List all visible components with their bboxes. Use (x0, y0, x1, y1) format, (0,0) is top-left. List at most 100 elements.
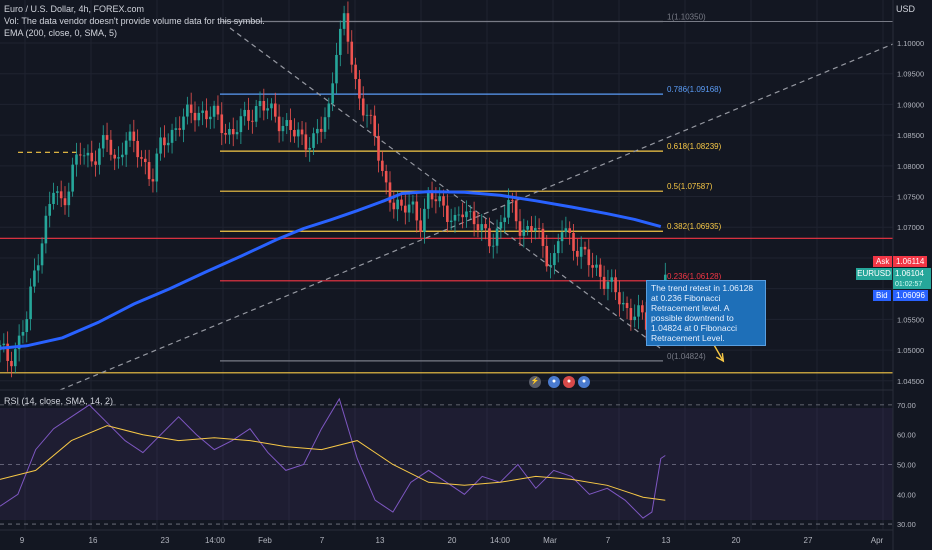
price-tick-label: 1.05000 (897, 346, 924, 355)
rsi-tick-label: 60.00 (897, 431, 916, 440)
price-tick-label: 1.09500 (897, 70, 924, 79)
candle-body (323, 117, 327, 132)
candle-body (132, 131, 136, 141)
candle-body (155, 153, 159, 182)
candle-body (90, 152, 94, 162)
candle-body (147, 162, 151, 180)
candle-body (434, 199, 438, 202)
candle-body (430, 192, 434, 200)
candle-body (537, 228, 541, 229)
currency-label: USD (896, 4, 916, 14)
candle-body (44, 215, 48, 244)
rsi-tick-label: 70.00 (897, 401, 916, 410)
bid-price: 1.06096 (893, 290, 928, 301)
ema-legend[interactable]: EMA (200, close, 0, SMA, 5) (4, 28, 118, 38)
candle-body (338, 28, 342, 55)
candle-body (59, 191, 63, 199)
ascending-trendline (59, 43, 894, 391)
candle-body (293, 130, 296, 137)
projection-arrowhead (715, 353, 725, 363)
candle-body (63, 198, 67, 206)
candle-body (94, 161, 97, 165)
candle-body (358, 79, 361, 99)
candle-body (595, 264, 598, 268)
flag-eu-icon[interactable]: ● (548, 376, 560, 388)
ask-price: 1.06114 (893, 256, 928, 267)
candle-body (381, 160, 384, 171)
candle-body (572, 232, 575, 251)
rsi-tick-label: 50.00 (897, 460, 916, 469)
candlesticks (0, 1, 667, 378)
candle-body (568, 228, 571, 233)
candle-body (266, 108, 269, 111)
candle-body (36, 265, 40, 271)
candle-body (442, 196, 445, 206)
candle-body (29, 286, 32, 320)
lightning-icon[interactable]: ⚡ (529, 376, 541, 388)
date-tick-label: Feb (258, 536, 272, 545)
rsi-legend[interactable]: RSI (14, close, SMA, 14, 2) (4, 396, 114, 406)
candle-body (78, 154, 82, 156)
candle-body (239, 116, 243, 133)
date-tick-label: 20 (448, 536, 457, 545)
candle-body (449, 220, 453, 222)
bar-countdown: 01:02:57 (893, 280, 931, 289)
candle-body (151, 179, 155, 182)
price-axis-ticks: 1.10000 1.09500 1.09000 1.08500 1.08000 1.075… (897, 39, 924, 386)
candle-body (587, 249, 591, 266)
candle-body (457, 214, 461, 216)
candle-body (384, 170, 388, 183)
candle-body (419, 220, 422, 232)
fib-label: 0.5(1.07587) (667, 182, 713, 191)
candle-body (262, 101, 266, 111)
candle-body (174, 128, 178, 130)
trend-annotation[interactable]: The trend retest in 1.06128 at 0.236 Fib… (646, 280, 766, 346)
rsi-line (0, 397, 666, 519)
fib-label: 0.236(1.06128) (667, 272, 722, 281)
fib-label: 1(1.10350) (667, 12, 706, 21)
candle-body (212, 105, 216, 117)
candle-body (556, 241, 560, 254)
candle-body (163, 137, 166, 146)
candle-body (503, 217, 506, 223)
price-tick-label: 1.07000 (897, 223, 924, 232)
candle-body (392, 202, 396, 210)
flag-eu-icon-2[interactable]: ● (578, 376, 590, 388)
candle-body (316, 128, 319, 134)
descending-trendline (229, 27, 661, 349)
candle-body (235, 132, 239, 135)
candle-body (465, 211, 468, 218)
flag-us-icon[interactable]: ● (563, 376, 575, 388)
candle-body (579, 246, 583, 257)
date-axis-ticks: 9 16 23 14:00 Feb 7 13 20 14:00 Mar 7 13 20 27 Apr (20, 536, 884, 545)
price-tick-label: 1.07500 (897, 193, 924, 202)
candle-body (101, 135, 105, 149)
candle-body (48, 204, 52, 216)
candle-body (438, 196, 441, 202)
candle-body (637, 305, 640, 317)
candle-body (606, 281, 610, 289)
candle-body (507, 200, 510, 218)
candle-body (208, 116, 212, 120)
candle-body (346, 13, 350, 42)
date-tick-label: 13 (662, 536, 671, 545)
candle-body (369, 114, 373, 116)
candle-body (178, 128, 182, 130)
candle-body (354, 64, 357, 80)
candle-body (396, 199, 399, 210)
candle-body (476, 224, 480, 231)
candle-body (407, 204, 411, 213)
candle-body (40, 243, 44, 266)
candle-body (491, 245, 495, 247)
candle-body (400, 199, 403, 206)
candle-body (560, 232, 564, 242)
candle-body (124, 140, 128, 155)
candle-body (243, 109, 247, 117)
candle-body (2, 343, 6, 346)
candle-body (312, 133, 315, 148)
candle-body (17, 335, 21, 350)
candle-body (216, 105, 220, 115)
horizontal-levels (0, 151, 893, 374)
fib-labels: 1(1.10350) 0.786(1.09168) 0.618(1.08239) 0.… (667, 12, 722, 360)
